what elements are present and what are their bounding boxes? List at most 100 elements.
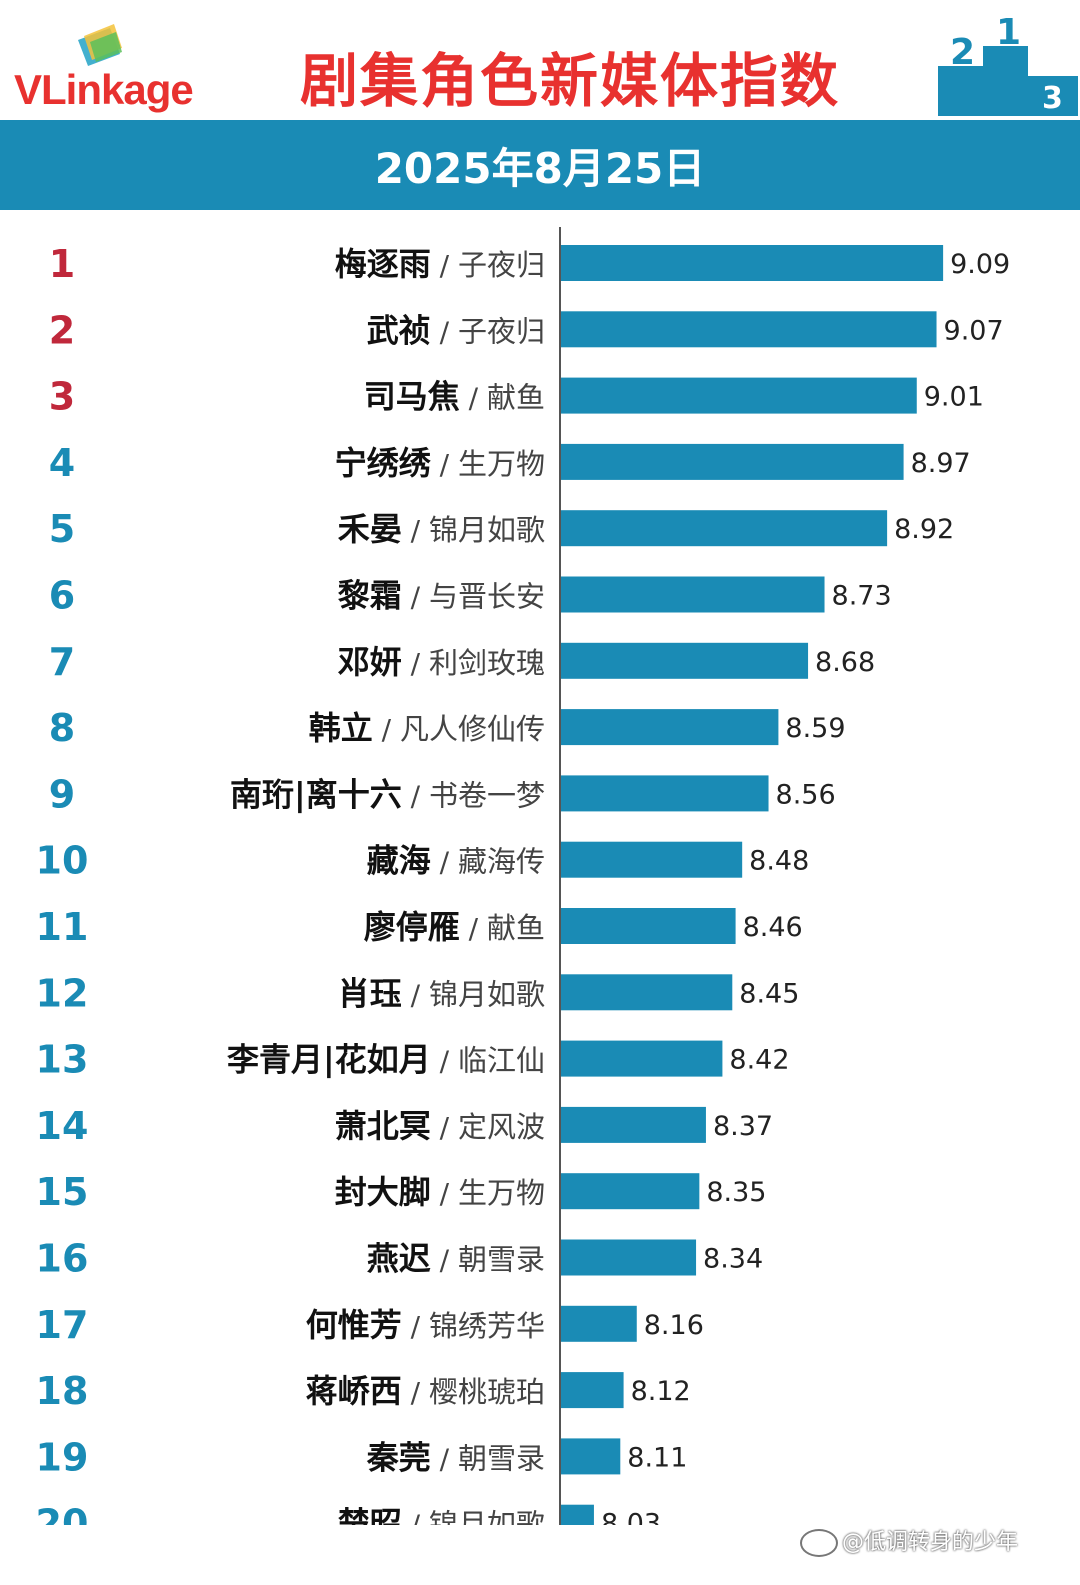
podium-icon: 2 1 3: [938, 16, 1078, 116]
watermark-text: @低调转身的少年: [842, 1530, 1019, 1555]
character-name: 藏海: [367, 842, 431, 880]
bar: [561, 443, 904, 480]
chart-row: 15 封大脚 / 生万物 8.35: [36, 1170, 767, 1214]
chart-row: 7 邓妍 / 利剑玫瑰 8.68: [49, 640, 875, 684]
watermark: @低调转身的少年: [800, 1524, 1075, 1564]
bar: [561, 775, 769, 812]
bar: [561, 1239, 697, 1276]
bar: [561, 311, 937, 348]
value-label: 8.37: [713, 1111, 773, 1142]
value-label: 8.12: [631, 1376, 691, 1407]
character-name: 何惟芳: [306, 1306, 402, 1344]
category-label: 梅逐雨 / 子夜归: [335, 245, 545, 283]
rank-number: 9: [49, 772, 75, 816]
character-name: 宁绣绣: [335, 444, 432, 482]
value-label: 8.11: [627, 1442, 687, 1473]
character-name: 燕迟: [367, 1240, 431, 1278]
bar: [561, 576, 825, 613]
value-label: 8.03: [601, 1509, 661, 1525]
ranking-chart: 1 梅逐雨 / 子夜归 9.09 2 武祯 / 子夜归 9.07 3 司马焦 / 献鱼 9.01…: [36, 227, 1010, 1525]
value-label: 8.46: [743, 912, 803, 943]
chart-row: 13 李青月|花如月 / 临江仙 8.42: [36, 1038, 790, 1082]
separator: /: [402, 514, 429, 547]
weibo-icon: [800, 1529, 838, 1557]
category-label: 燕迟 / 朝雪录: [367, 1240, 545, 1278]
value-label: 8.97: [911, 448, 971, 479]
separator: /: [402, 1310, 429, 1343]
podium-label-1: 1: [996, 16, 1021, 53]
chart-row: 14 萧北冥 / 定风波 8.37: [36, 1104, 774, 1148]
character-name: 司马焦: [364, 378, 460, 416]
chart-row: 5 禾晏 / 锦月如歌 8.92: [49, 507, 954, 551]
chart-row: 11 廖停雁 / 献鱼 8.46: [36, 905, 803, 949]
character-name: 廖停雁: [364, 908, 460, 946]
separator: /: [402, 779, 429, 812]
rank-number: 18: [36, 1369, 89, 1413]
category-label: 邓妍 / 利剑玫瑰: [338, 643, 545, 681]
logo-text: VLinkage: [14, 66, 194, 114]
bar: [561, 1305, 637, 1342]
category-label: 藏海 / 藏海传: [367, 842, 545, 880]
bar: [561, 1438, 621, 1475]
character-name: 梅逐雨: [335, 245, 431, 283]
bar: [561, 1106, 706, 1143]
logo-mark-icon: [78, 24, 122, 66]
page-title: 剧集角色新媒体指数: [300, 47, 841, 115]
separator: /: [373, 713, 400, 746]
category-label: 廖停雁 / 献鱼: [364, 908, 545, 946]
drama-name: 朝雪录: [458, 1243, 545, 1277]
value-label: 8.68: [815, 647, 875, 678]
category-label: 南珩|离十六 / 书卷一梦: [230, 775, 545, 814]
character-name: 蒋峤西: [306, 1372, 402, 1410]
separator: /: [431, 846, 458, 879]
date-label: 2025年8月25日: [374, 143, 706, 193]
drama-name: 与晋长安: [429, 580, 545, 614]
drama-name: 生万物: [458, 447, 545, 481]
category-label: 禾晏 / 锦月如歌: [338, 510, 545, 548]
category-label: 宁绣绣 / 生万物: [335, 444, 545, 482]
character-name: 封大脚: [335, 1173, 431, 1211]
character-name: 秦莞: [366, 1438, 431, 1476]
separator: /: [431, 1045, 458, 1078]
category-label: 秦莞 / 朝雪录: [366, 1438, 545, 1476]
chart-row: 20 楚昭 / 锦月如歌 8.03: [36, 1502, 661, 1525]
separator: /: [431, 1442, 458, 1475]
separator: /: [460, 382, 487, 415]
category-label: 韩立 / 凡人修仙传: [309, 709, 545, 747]
drama-name: 藏海传: [458, 845, 545, 879]
drama-name: 利剑玫瑰: [429, 646, 545, 680]
separator: /: [402, 581, 429, 614]
drama-name: 锦绣芳华: [429, 1309, 545, 1343]
rank-number: 1: [49, 242, 75, 286]
bar: [561, 1372, 624, 1409]
separator: /: [431, 249, 458, 282]
category-label: 封大脚 / 生万物: [335, 1173, 545, 1211]
character-name: 禾晏: [338, 510, 402, 548]
rank-number: 6: [49, 574, 75, 618]
rank-number: 11: [36, 905, 89, 949]
vlinkage-logo: VLinkage: [10, 18, 240, 118]
drama-name: 定风波: [458, 1110, 545, 1144]
bar: [561, 709, 779, 746]
rank-number: 17: [36, 1303, 89, 1347]
drama-name: 子夜归: [458, 248, 545, 282]
drama-name: 书卷一梦: [429, 778, 545, 812]
chart-row: 12 肖珏 / 锦月如歌 8.45: [36, 971, 800, 1015]
separator: /: [431, 1111, 458, 1144]
chart-row: 3 司马焦 / 献鱼 9.01: [49, 375, 984, 419]
rank-number: 15: [36, 1170, 89, 1214]
value-label: 9.01: [924, 382, 984, 413]
drama-name: 献鱼: [487, 381, 545, 415]
drama-name: 锦月如歌: [429, 513, 545, 547]
bar: [561, 908, 736, 944]
chart-row: 6 黎霜 / 与晋长安 8.73: [49, 574, 892, 618]
character-name: 肖珏: [338, 974, 402, 1012]
bar: [561, 642, 809, 679]
value-label: 8.73: [832, 581, 892, 612]
value-label: 9.07: [944, 315, 1004, 346]
category-label: 楚昭 / 锦月如歌: [338, 1505, 545, 1525]
rank-number: 20: [36, 1502, 89, 1525]
rank-number: 7: [49, 640, 75, 684]
value-label: 8.59: [785, 713, 845, 744]
chart-row: 17 何惟芳 / 锦绣芳华 8.16: [36, 1303, 704, 1347]
